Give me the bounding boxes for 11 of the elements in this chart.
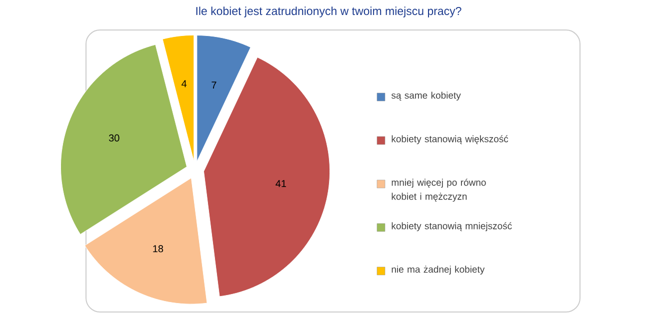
legend-label: są same kobiety [391,92,461,101]
legend-label: kobiety stanowią mniejszość [392,222,512,232]
data-label: 41 [276,180,286,188]
legend-label: kobiety stanowią większość [392,135,508,144]
data-label: 4 [182,80,187,88]
data-label: 7 [212,82,216,89]
legend-label: mniej więcej po równo kobiet i mężczyzn [392,178,486,202]
legend-label: nie ma żadnej kobiety [392,266,485,275]
data-label: 30 [108,134,120,142]
chart-title: Ile kobiet jest zatrudnionych w twoim miejscu pracy? [196,6,462,18]
data-label: 18 [153,245,164,252]
